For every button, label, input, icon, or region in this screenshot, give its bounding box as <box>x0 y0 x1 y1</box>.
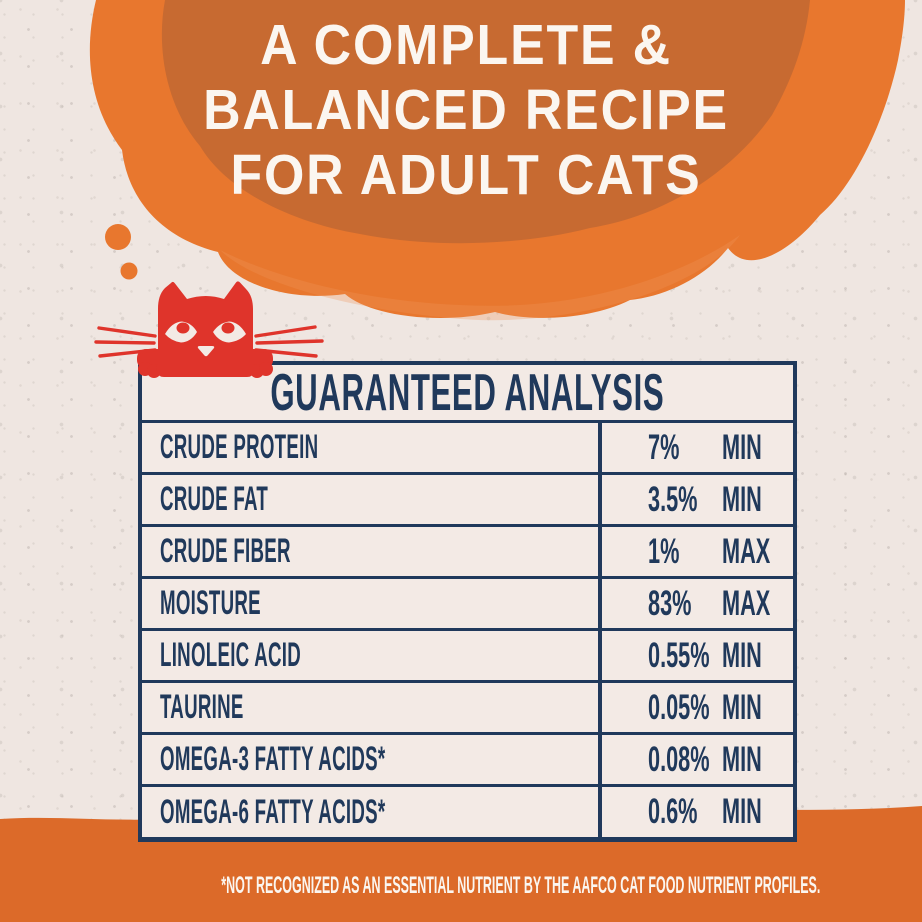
nutrient-value: 0.55% <box>648 635 710 675</box>
table-row: LINOLEIC ACID 0.55% MIN <box>142 631 793 683</box>
table-row: CRUDE FIBER 1% MAX <box>142 527 793 579</box>
nutrient-label: CRUDE PROTEIN <box>160 428 319 466</box>
nutrient-label: MOISTURE <box>160 584 261 622</box>
nutrient-qualifier: MIN <box>722 635 762 675</box>
nutrient-value: 83% <box>648 583 692 623</box>
nutrient-label: OMEGA-3 FATTY ACIDS* <box>160 740 386 778</box>
table-row: CRUDE PROTEIN 7% MIN <box>142 423 793 475</box>
cat-nose <box>197 346 215 357</box>
table-title: GUARANTEED ANALYSIS <box>270 363 665 422</box>
nutrient-label: LINOLEIC ACID <box>160 636 302 674</box>
nutrient-qualifier: MIN <box>722 792 762 831</box>
table-header: GUARANTEED ANALYSIS <box>142 363 793 423</box>
nutrient-qualifier: MIN <box>722 479 762 519</box>
table-row: MOISTURE 83% MAX <box>142 579 793 631</box>
cat-pupil <box>176 322 190 334</box>
guaranteed-analysis-table: GUARANTEED ANALYSIS CRUDE PROTEIN 7% MIN… <box>138 361 797 842</box>
headline-text: A COMPLETE & BALANCED RECIPE FOR ADULT C… <box>203 13 729 207</box>
cat-eye <box>213 321 246 343</box>
nutrient-label: CRUDE FAT <box>160 480 269 518</box>
table-row: OMEGA-6 FATTY ACIDS* 0.6% MIN <box>142 787 793 837</box>
nutrient-label: CRUDE FIBER <box>160 532 291 570</box>
nutrient-label: OMEGA-6 FATTY ACIDS* <box>160 792 386 831</box>
bubble-dot <box>105 224 131 250</box>
nutrient-qualifier: MIN <box>722 427 762 467</box>
nutrient-value: 0.6% <box>648 792 698 831</box>
cat-pupil <box>221 322 235 334</box>
bubble-dot <box>120 262 138 280</box>
nutrient-qualifier: MAX <box>722 531 771 571</box>
footnote-text: *NOT RECOGNIZED AS AN ESSENTIAL NUTRIENT… <box>221 872 821 899</box>
nutrient-value: 7% <box>648 427 680 467</box>
nutrient-label: TAURINE <box>160 688 244 726</box>
table-row: OMEGA-3 FATTY ACIDS* 0.08% MIN <box>142 735 793 787</box>
nutrient-value: 0.05% <box>648 687 710 727</box>
table-row: TAURINE 0.05% MIN <box>142 683 793 735</box>
cat-whiskers <box>94 325 324 358</box>
cat-eye <box>165 321 197 343</box>
nutrient-qualifier: MIN <box>722 687 762 727</box>
nutrient-qualifier: MIN <box>722 739 762 779</box>
nutrient-value: 0.08% <box>648 739 710 779</box>
nutrient-qualifier: MAX <box>722 583 771 623</box>
nutrient-value: 3.5% <box>648 479 698 519</box>
table-row: CRUDE FAT 3.5% MIN <box>142 475 793 527</box>
nutrient-value: 1% <box>648 531 680 571</box>
